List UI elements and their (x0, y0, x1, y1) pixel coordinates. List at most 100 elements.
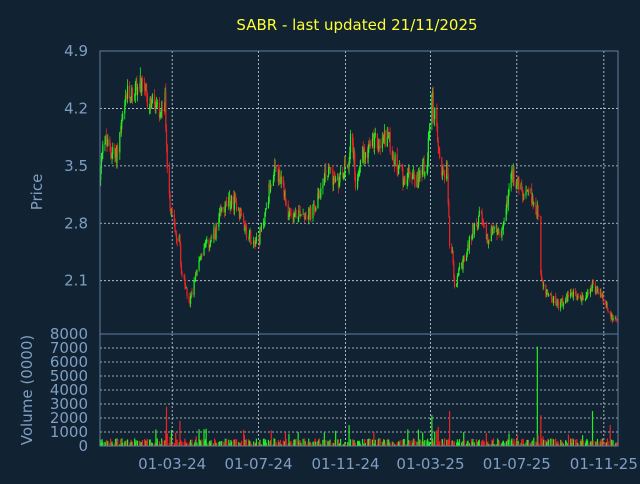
candle-body (230, 204, 232, 210)
candle-body (120, 123, 122, 134)
candle-body (263, 222, 265, 224)
volume-tick-label: 6000 (50, 353, 88, 371)
candle-body (228, 195, 231, 197)
volume-bar (248, 440, 250, 446)
volume-bar (158, 441, 161, 446)
volume-bar (560, 439, 562, 446)
candle-body (330, 167, 332, 170)
candle-body (426, 171, 428, 173)
volume-bar (397, 442, 399, 446)
volume-bar (284, 441, 286, 446)
candle-body (572, 292, 574, 297)
candle-body (521, 190, 524, 197)
candle-body (582, 295, 584, 301)
candle-body (448, 216, 451, 246)
candle-body (250, 230, 252, 243)
candle-body (599, 292, 601, 295)
candle-body (269, 183, 271, 192)
candle-body (146, 93, 149, 107)
volume-bar (446, 439, 449, 446)
volume-bar (359, 444, 362, 446)
volume-bar (208, 442, 210, 446)
candle-body (292, 215, 294, 222)
candle-body (209, 245, 211, 248)
candle-body (307, 216, 309, 219)
volume-bar (277, 440, 279, 446)
volume-bar (572, 438, 574, 446)
candle-body (458, 266, 461, 270)
candle-body (590, 286, 592, 289)
price-tick-labels: 2.1 2.8 3.5 4.2 4.9 (64, 42, 88, 290)
candle-body (145, 89, 147, 91)
candle-body (274, 165, 277, 167)
candle-body (531, 197, 533, 203)
candle-body (343, 175, 345, 178)
volume-bar (545, 440, 547, 446)
candle-body (431, 94, 433, 124)
candle-body (528, 189, 530, 191)
volume-bar (438, 444, 440, 446)
candle-body (577, 296, 579, 298)
candle-body (215, 226, 217, 240)
volume-bar (482, 439, 484, 446)
volume-bar (589, 441, 592, 446)
candle-body (553, 295, 555, 304)
volume-bar (107, 440, 109, 446)
volume-bar (323, 432, 325, 446)
candle-body (168, 167, 170, 195)
volume-bar (339, 443, 341, 446)
volume-bar (129, 442, 132, 446)
volume-bar (347, 443, 349, 446)
candle-body (388, 132, 391, 137)
volume-bar (432, 441, 434, 446)
candle-body (135, 82, 137, 84)
volume-bar (269, 440, 272, 446)
volume-bar (605, 442, 607, 446)
volume-bar (239, 443, 241, 446)
candle-body (238, 209, 241, 219)
volume-bar (567, 443, 569, 446)
candle-body (347, 165, 349, 167)
volume-bar (404, 443, 406, 446)
volume-bar (413, 438, 415, 446)
candle-body (562, 303, 565, 306)
volume-bar (393, 443, 395, 446)
candle-body (308, 208, 311, 216)
candle-body (446, 162, 449, 174)
volume-bar (159, 444, 161, 446)
volume-bar (570, 438, 572, 446)
candle-body (170, 208, 172, 215)
volume-bar (312, 441, 314, 446)
volume-bar (352, 442, 354, 446)
candle-body (199, 258, 202, 260)
volume-bar (422, 441, 424, 446)
volume-bar (235, 441, 237, 446)
candle-body (463, 256, 465, 260)
candle-body (100, 168, 102, 180)
candle-body (280, 176, 282, 184)
volume-bar (285, 438, 287, 446)
price-grid (100, 50, 618, 334)
volume-bar (250, 444, 253, 446)
candle-body (382, 137, 384, 142)
volume-bar (402, 438, 405, 446)
volume-bar (203, 429, 205, 446)
candle-body (452, 251, 454, 264)
volume-bar (591, 411, 594, 446)
volume-bar (201, 439, 203, 446)
volume-bar (269, 441, 271, 446)
volume-bar (362, 443, 364, 446)
volume-bar (214, 438, 216, 446)
candle-body (526, 190, 529, 192)
volume-bar (297, 431, 299, 446)
volume-bar (423, 441, 425, 446)
volume-bar (329, 439, 331, 446)
candle-body (501, 229, 503, 237)
volume-bar (178, 442, 180, 446)
volume-bar (308, 441, 311, 446)
volume-bar (606, 438, 608, 446)
volume-bar (592, 440, 594, 446)
candle-body (250, 242, 253, 244)
volume-bar (134, 438, 136, 446)
volume-bar (294, 439, 296, 446)
